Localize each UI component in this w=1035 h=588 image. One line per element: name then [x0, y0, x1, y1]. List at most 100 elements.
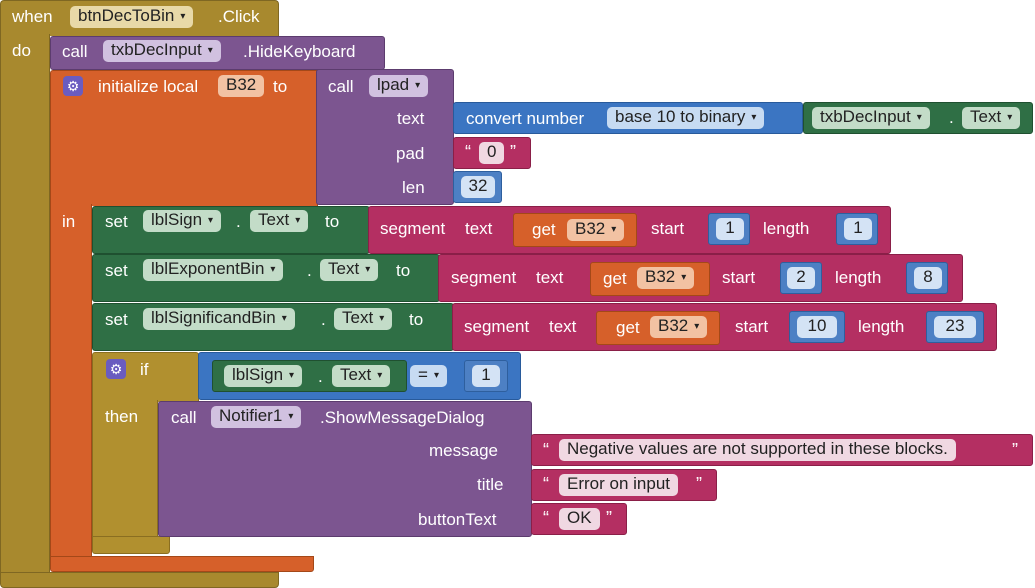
buttonText-param-label: buttonText [418, 510, 497, 529]
chevron-down-icon: ▾ [415, 80, 421, 91]
length-label: length [858, 317, 905, 336]
property-dropdown-text[interactable]: Text ▾ [332, 365, 391, 387]
to-keyword: to [325, 212, 340, 231]
chevron-down-icon: ▾ [681, 272, 687, 283]
start-number-value[interactable]: 10 [797, 316, 837, 338]
when-keyword: when [12, 7, 53, 26]
chevron-down-icon: ▾ [270, 264, 276, 275]
open-quote: “ [543, 508, 549, 528]
event-block-left-arm [0, 34, 50, 574]
variable-dropdown-B32[interactable]: B32 ▾ [567, 219, 625, 241]
component-dropdown-lblSign[interactable]: lblSign ▾ [224, 365, 303, 387]
title-param-label: title [477, 475, 504, 494]
length-number-value[interactable]: 8 [914, 267, 942, 289]
dot-separator: . [318, 367, 323, 386]
property-name: Text [342, 308, 374, 327]
length-number-value[interactable]: 23 [934, 316, 976, 338]
start-label: start [735, 317, 769, 336]
hide-keyboard-method: .HideKeyboard [243, 42, 356, 61]
to-keyword: to [273, 77, 288, 96]
len-param-label: len [402, 178, 425, 197]
variable-name: B32 [575, 219, 606, 238]
call-keyword: call [62, 42, 88, 61]
set-keyword: set [105, 212, 128, 231]
title-text-value[interactable]: Error on input [559, 474, 678, 496]
compare-number-value[interactable]: 1 [472, 365, 500, 387]
component-name: lblSign [151, 210, 203, 229]
segment-label: segment [380, 219, 446, 238]
operator: = [418, 365, 428, 384]
close-quote: ” [510, 142, 516, 162]
to-keyword: to [396, 261, 411, 280]
len-number-value[interactable]: 32 [461, 176, 495, 198]
length-number-value[interactable]: 1 [844, 218, 872, 240]
component-dropdown-Notifier1[interactable]: Notifier1 ▾ [211, 406, 302, 428]
get-keyword: get [616, 318, 640, 337]
gear-icon[interactable]: ⚙ [106, 359, 126, 379]
property-dropdown-text[interactable]: Text ▾ [250, 210, 309, 232]
start-label: start [722, 268, 756, 287]
component-dropdown-txbDecInput[interactable]: txbDecInput ▾ [812, 107, 930, 129]
text-param-label: text [397, 109, 425, 128]
operator-dropdown-equals[interactable]: = ▾ [410, 365, 447, 387]
property-dropdown-text[interactable]: Text ▾ [334, 308, 393, 330]
close-quote: ” [606, 508, 612, 528]
then-keyword: then [105, 407, 139, 426]
property-name: Text [340, 365, 372, 384]
open-quote: “ [543, 440, 549, 460]
component-name: txbDecInput [820, 107, 911, 126]
pad-text-value[interactable]: 0 [479, 142, 505, 164]
local-var-name-B32[interactable]: B32 [218, 75, 265, 97]
close-quote: ” [1012, 440, 1018, 460]
set-lblSign-text-block[interactable] [92, 206, 370, 254]
chevron-down-icon: ▾ [751, 112, 757, 123]
chevron-down-icon: ▾ [433, 370, 439, 381]
pad-param-label: pad [396, 144, 425, 163]
length-label: length [835, 268, 882, 287]
get-keyword: get [532, 220, 556, 239]
start-number-value[interactable]: 2 [787, 267, 815, 289]
to-keyword: to [409, 310, 424, 329]
segment-text-block-significand[interactable] [452, 303, 997, 351]
chevron-down-icon: ▾ [916, 112, 922, 123]
component-dropdown-lblSign[interactable]: lblSign ▾ [143, 210, 222, 232]
component-dropdown-lblSignificandBin[interactable]: lblSignificandBin ▾ [143, 308, 295, 330]
chevron-down-icon: ▾ [379, 313, 385, 324]
component-name: lblSign [232, 365, 284, 384]
get-keyword: get [603, 269, 627, 288]
component-dropdown-btnDecToBin[interactable]: btnDecToBin ▾ [70, 6, 194, 28]
component-name: lblExponentBin [151, 259, 265, 278]
close-quote: ” [696, 474, 702, 494]
variable-dropdown-B32[interactable]: B32 ▾ [637, 267, 695, 289]
chevron-down-icon: ▾ [207, 45, 213, 56]
component-dropdown-lblExponentBin[interactable]: lblExponentBin ▾ [143, 259, 284, 281]
component-dropdown-txbDecInput[interactable]: txbDecInput ▾ [103, 40, 221, 62]
initialize-local-bottom [50, 556, 314, 572]
dot-separator: . [236, 212, 241, 231]
chevron-down-icon: ▾ [365, 264, 371, 275]
conversion-mode-dropdown[interactable]: base 10 to binary ▾ [607, 107, 765, 129]
if-keyword: if [140, 360, 149, 379]
open-quote: “ [465, 142, 471, 162]
property-name: Text [328, 259, 360, 278]
notifier-method: .ShowMessageDialog [320, 408, 485, 427]
property-name: Text [258, 210, 290, 229]
dot-separator: . [321, 310, 326, 329]
button-text-value[interactable]: OK [559, 508, 600, 530]
start-number-value[interactable]: 1 [716, 218, 744, 240]
chevron-down-icon: ▾ [208, 215, 214, 226]
property-dropdown-text[interactable]: Text ▾ [962, 107, 1021, 129]
variable-dropdown-B32[interactable]: B32 ▾ [650, 316, 708, 338]
component-name: lblSignificandBin [151, 308, 276, 327]
gear-icon[interactable]: ⚙ [63, 76, 83, 96]
chevron-down-icon: ▾ [694, 321, 700, 332]
text-label: text [465, 219, 493, 238]
message-text-value[interactable]: Negative values are not supported in the… [559, 439, 956, 461]
dot-separator: . [949, 108, 954, 127]
initialize-local-block[interactable] [50, 70, 318, 206]
if-block-bottom [92, 536, 170, 554]
text-label: text [549, 317, 577, 336]
event-name: .Click [218, 7, 260, 26]
procedure-dropdown-lpad[interactable]: lpad ▾ [369, 75, 429, 97]
property-dropdown-text[interactable]: Text ▾ [320, 259, 379, 281]
